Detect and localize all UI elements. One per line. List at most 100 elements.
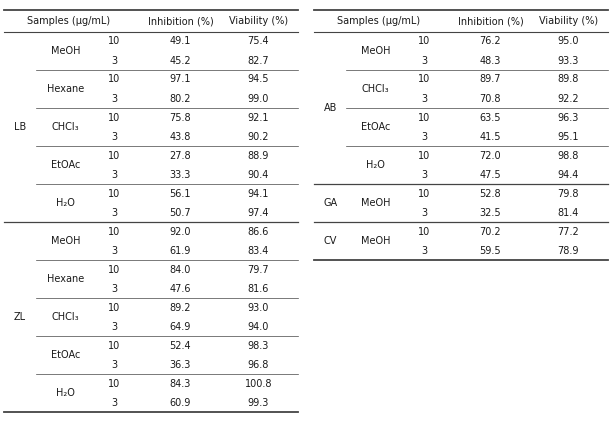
Text: 86.6: 86.6 <box>248 226 269 236</box>
Text: MeOH: MeOH <box>51 236 81 246</box>
Text: Hexane: Hexane <box>47 84 84 94</box>
Text: GA: GA <box>323 198 337 208</box>
Text: 94.1: 94.1 <box>248 188 269 198</box>
Text: 10: 10 <box>108 303 121 313</box>
Text: 52.4: 52.4 <box>170 341 191 351</box>
Text: EtOAc: EtOAc <box>51 350 80 360</box>
Text: 76.2: 76.2 <box>480 37 501 47</box>
Text: 77.2: 77.2 <box>558 226 579 236</box>
Text: 94.4: 94.4 <box>558 170 579 180</box>
Text: 94.5: 94.5 <box>248 75 269 85</box>
Text: 3: 3 <box>111 360 118 369</box>
Text: 99.0: 99.0 <box>248 93 269 103</box>
Text: 95.1: 95.1 <box>558 132 579 142</box>
Text: 93.0: 93.0 <box>248 303 269 313</box>
Text: 79.8: 79.8 <box>558 188 579 198</box>
Text: 80.2: 80.2 <box>170 93 191 103</box>
Text: 3: 3 <box>111 208 118 218</box>
Text: Samples (μg/mL): Samples (μg/mL) <box>337 17 420 27</box>
Text: 10: 10 <box>108 188 121 198</box>
Text: 92.2: 92.2 <box>558 93 579 103</box>
Text: AB: AB <box>324 103 337 113</box>
Text: 10: 10 <box>108 112 121 123</box>
Text: 70.2: 70.2 <box>480 226 501 236</box>
Text: 89.7: 89.7 <box>480 75 501 85</box>
Text: ZL: ZL <box>14 312 26 322</box>
Text: 3: 3 <box>111 398 118 408</box>
Text: 3: 3 <box>111 321 118 331</box>
Text: 95.0: 95.0 <box>558 37 579 47</box>
Text: 36.3: 36.3 <box>170 360 191 369</box>
Text: Samples (μg/mL): Samples (μg/mL) <box>27 17 110 27</box>
Text: 3: 3 <box>111 93 118 103</box>
Text: H₂O: H₂O <box>367 160 385 170</box>
Text: 3: 3 <box>111 245 118 255</box>
Text: 45.2: 45.2 <box>170 55 191 65</box>
Text: 10: 10 <box>108 150 121 160</box>
Text: H₂O: H₂O <box>56 388 75 398</box>
Text: 89.8: 89.8 <box>558 75 579 85</box>
Text: 81.6: 81.6 <box>248 283 269 293</box>
Text: 10: 10 <box>418 150 430 160</box>
Text: 98.8: 98.8 <box>558 150 579 160</box>
Text: 10: 10 <box>418 226 430 236</box>
Text: 93.3: 93.3 <box>558 55 579 65</box>
Text: 49.1: 49.1 <box>170 37 191 47</box>
Text: 3: 3 <box>111 132 118 142</box>
Text: 59.5: 59.5 <box>480 245 501 255</box>
Text: 47.6: 47.6 <box>170 283 191 293</box>
Text: 27.8: 27.8 <box>170 150 191 160</box>
Text: MeOH: MeOH <box>361 236 390 246</box>
Text: 96.8: 96.8 <box>248 360 269 369</box>
Text: 56.1: 56.1 <box>170 188 191 198</box>
Text: Viability (%): Viability (%) <box>229 17 288 27</box>
Text: 90.2: 90.2 <box>248 132 269 142</box>
Text: 10: 10 <box>418 188 430 198</box>
Text: 98.3: 98.3 <box>248 341 269 351</box>
Text: 48.3: 48.3 <box>480 55 501 65</box>
Text: 92.0: 92.0 <box>170 226 191 236</box>
Text: 10: 10 <box>108 226 121 236</box>
Text: 10: 10 <box>108 378 121 388</box>
Text: CV: CV <box>324 236 337 246</box>
Text: MeOH: MeOH <box>361 198 390 208</box>
Text: 3: 3 <box>111 170 118 180</box>
Text: LB: LB <box>14 122 26 132</box>
Text: 3: 3 <box>421 170 427 180</box>
Text: 60.9: 60.9 <box>170 398 191 408</box>
Text: 3: 3 <box>421 208 427 218</box>
Text: 100.8: 100.8 <box>245 378 272 388</box>
Text: 81.4: 81.4 <box>558 208 579 218</box>
Text: H₂O: H₂O <box>56 198 75 208</box>
Text: 84.3: 84.3 <box>170 378 191 388</box>
Text: 50.7: 50.7 <box>170 208 191 218</box>
Text: 10: 10 <box>418 75 430 85</box>
Text: CHCl₃: CHCl₃ <box>52 122 80 132</box>
Text: 33.3: 33.3 <box>170 170 191 180</box>
Text: MeOH: MeOH <box>51 46 81 56</box>
Text: 89.2: 89.2 <box>170 303 191 313</box>
Text: 32.5: 32.5 <box>480 208 501 218</box>
Text: 52.8: 52.8 <box>480 188 501 198</box>
Text: MeOH: MeOH <box>361 46 390 56</box>
Text: 82.7: 82.7 <box>247 55 269 65</box>
Text: 75.4: 75.4 <box>247 37 269 47</box>
Text: 3: 3 <box>421 55 427 65</box>
Text: 10: 10 <box>108 37 121 47</box>
Text: Hexane: Hexane <box>47 274 84 284</box>
Text: 64.9: 64.9 <box>170 321 191 331</box>
Text: 92.1: 92.1 <box>248 112 269 123</box>
Text: 97.1: 97.1 <box>170 75 191 85</box>
Text: EtOAc: EtOAc <box>361 122 390 132</box>
Text: 99.3: 99.3 <box>248 398 269 408</box>
Text: 10: 10 <box>108 265 121 275</box>
Text: 88.9: 88.9 <box>248 150 269 160</box>
Text: Inhibition (%): Inhibition (%) <box>458 17 523 27</box>
Text: 63.5: 63.5 <box>480 112 501 123</box>
Text: 61.9: 61.9 <box>170 245 191 255</box>
Text: Viability (%): Viability (%) <box>539 17 598 27</box>
Text: 10: 10 <box>418 112 430 123</box>
Text: 83.4: 83.4 <box>248 245 269 255</box>
Text: 96.3: 96.3 <box>558 112 579 123</box>
Text: 75.8: 75.8 <box>170 112 191 123</box>
